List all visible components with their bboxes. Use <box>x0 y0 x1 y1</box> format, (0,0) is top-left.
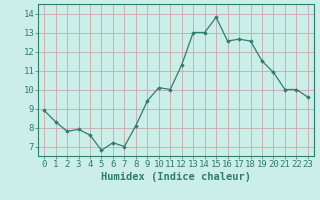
X-axis label: Humidex (Indice chaleur): Humidex (Indice chaleur) <box>101 172 251 182</box>
